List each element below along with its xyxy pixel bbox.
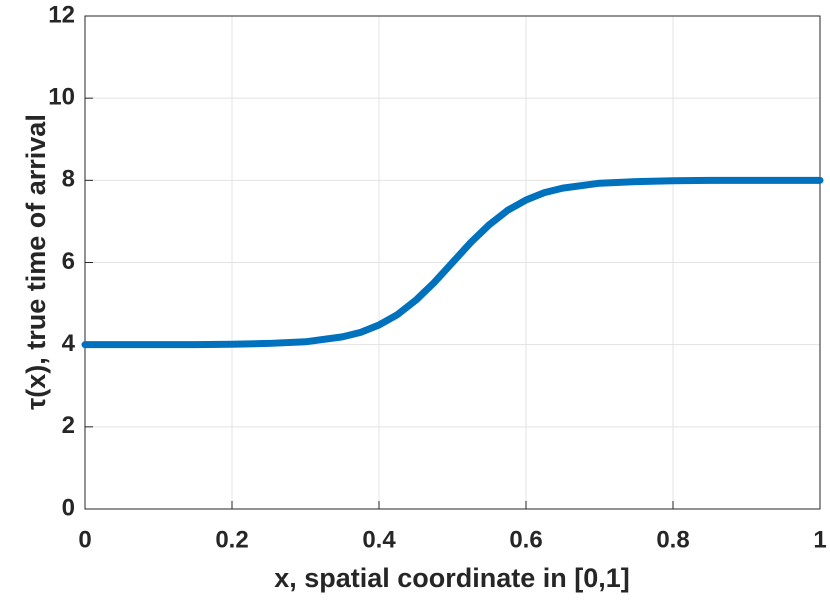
x-axis-label: x, spatial coordinate in [0,1] xyxy=(274,563,630,593)
y-tick-label: 4 xyxy=(62,330,76,357)
y-tick-label: 6 xyxy=(62,248,75,275)
y-tick-label: 0 xyxy=(62,494,75,521)
x-tick-label: 0.6 xyxy=(509,526,542,553)
axes-box xyxy=(84,15,821,510)
x-tick-label: 0 xyxy=(78,526,91,553)
x-tick-label: 1 xyxy=(813,526,826,553)
x-tick-label: 0.4 xyxy=(362,526,396,553)
y-tick-label: 12 xyxy=(48,1,75,28)
y-tick-label: 2 xyxy=(62,412,75,439)
y-tick-label: 10 xyxy=(48,84,75,111)
data-line xyxy=(81,176,824,349)
x-tick-label: 0.8 xyxy=(656,526,689,553)
y-axis-label: τ(x), true time of arrival xyxy=(21,114,51,410)
y-tick-label: 8 xyxy=(62,166,75,193)
x-tick-label: 0.2 xyxy=(215,526,248,553)
